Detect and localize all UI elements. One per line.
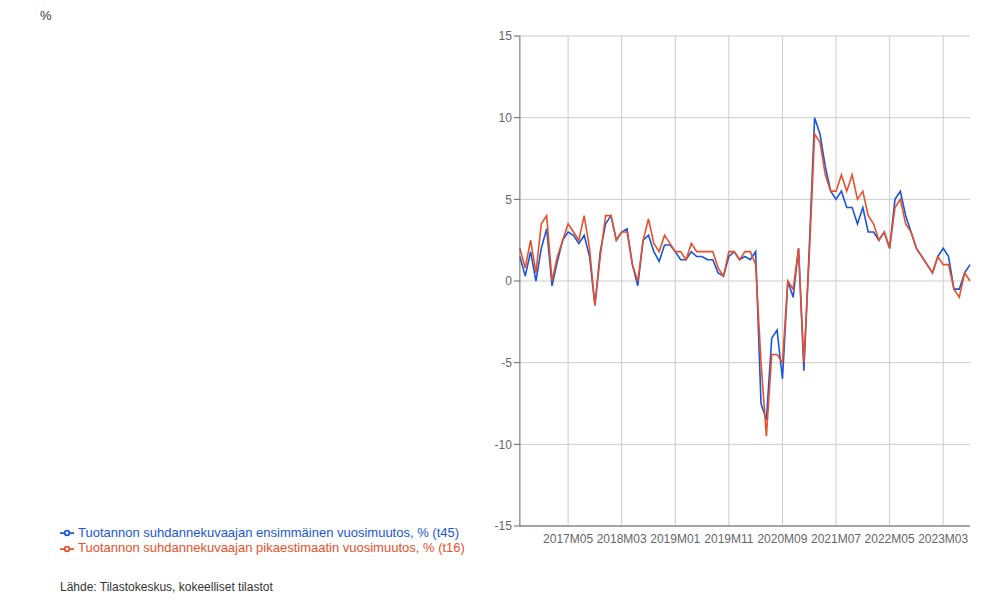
svg-text:-10: -10 — [495, 438, 513, 452]
svg-text:2023M03: 2023M03 — [918, 532, 968, 546]
svg-text:2020M09: 2020M09 — [757, 532, 807, 546]
svg-text:2022M05: 2022M05 — [865, 532, 915, 546]
html-text:Lähde: Tilastokeskus, kokeelli: Lähde: Tilastokeskus, kokeelliset tilast… — [60, 580, 273, 594]
html-text:Tuotannon suhdannekuvaajan pik: Tuotannon suhdannekuvaajan pikaestimaati… — [78, 540, 465, 556]
svg-text:15: 15 — [499, 29, 513, 43]
svg-text:2017M05: 2017M05 — [543, 532, 593, 546]
svg-text:-5: -5 — [501, 356, 512, 370]
html-text:Tuotannon suhdannekuvaajan ens: Tuotannon suhdannekuvaajan ensimmäinen v… — [78, 524, 460, 540]
svg-text:2021M07: 2021M07 — [811, 532, 861, 546]
svg-text:2019M01: 2019M01 — [650, 532, 700, 546]
svg-text:0: 0 — [505, 274, 512, 288]
svg-text:2018M03: 2018M03 — [597, 532, 647, 546]
svg-text:5: 5 — [505, 193, 512, 207]
svg-text:10: 10 — [499, 111, 513, 125]
svg-text:-15: -15 — [495, 519, 513, 533]
svg-text:2019M11: 2019M11 — [704, 532, 753, 546]
